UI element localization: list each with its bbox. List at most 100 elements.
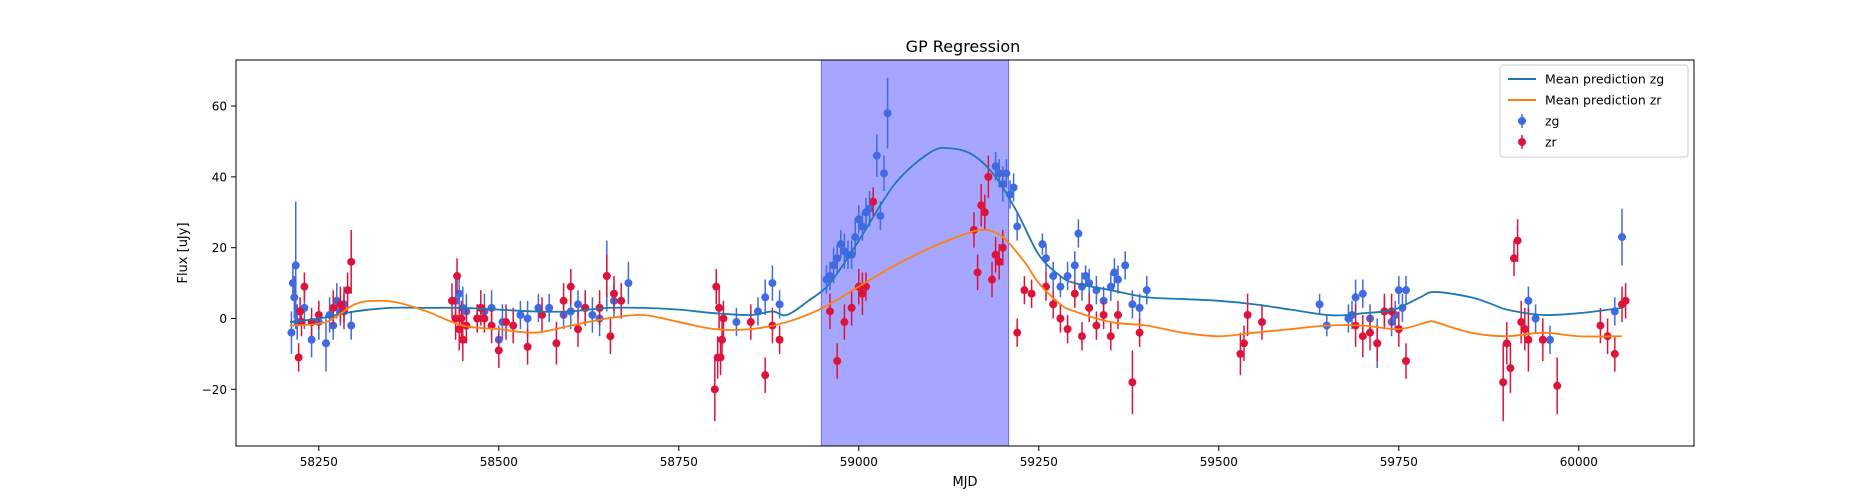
data-point-zg — [1106, 282, 1115, 291]
data-point-zr — [552, 339, 561, 348]
data-point-zg — [854, 215, 863, 224]
data-point-zr — [1049, 300, 1058, 309]
data-point-zr — [1510, 254, 1518, 263]
data-point-zr — [1236, 349, 1245, 358]
data-point-zr — [716, 353, 725, 362]
data-point-zr — [1366, 328, 1374, 337]
data-point-zr — [1258, 318, 1266, 327]
data-point-zr — [494, 346, 503, 355]
data-point-zr — [980, 208, 989, 217]
data-point-zg — [865, 204, 874, 213]
data-point-zr — [1538, 335, 1547, 344]
data-point-zg — [883, 109, 892, 118]
x-axis-label: MJD — [952, 475, 977, 490]
data-point-zr — [453, 272, 462, 281]
data-point-zg — [307, 335, 316, 344]
data-point-zg — [1110, 268, 1119, 277]
data-point-zr — [1243, 310, 1252, 319]
data-point-zr — [451, 314, 460, 323]
data-point-zr — [1114, 310, 1122, 319]
data-point-zr — [761, 371, 770, 380]
data-point-zg — [1009, 183, 1018, 192]
data-point-zg — [1531, 314, 1540, 323]
data-point-zr — [715, 303, 724, 312]
data-point-zg — [1358, 289, 1367, 298]
data-point-zr — [502, 318, 510, 327]
data-point-zg — [1070, 261, 1079, 270]
data-point-zg — [290, 293, 299, 302]
data-point-zr — [1013, 328, 1022, 337]
data-point-zr — [775, 335, 784, 344]
data-point-zg — [1524, 296, 1533, 305]
data-point-zr — [448, 296, 456, 305]
data-point-zr — [1506, 364, 1515, 373]
axis-ticks: 58250 58500 58750 59000 59250 59500 59750 60000… — [202, 100, 1598, 469]
legend-box — [1499, 64, 1689, 158]
data-point-zr — [1056, 314, 1065, 323]
data-point-zg — [995, 169, 1004, 178]
data-point-zr — [617, 296, 626, 305]
data-point-zg — [991, 162, 1000, 171]
y-tick-label: 60 — [212, 100, 227, 114]
data-point-zr — [1621, 296, 1630, 305]
data-point-zr — [523, 342, 532, 351]
data-point-zg — [1013, 222, 1022, 231]
data-point-zg — [1394, 286, 1403, 295]
data-point-zg — [291, 261, 300, 270]
data-point-zg — [1074, 229, 1083, 238]
data-point-zr — [458, 335, 467, 344]
data-point-zg — [1128, 300, 1137, 309]
data-point-zr — [746, 318, 755, 327]
legend-marker-swatch — [1518, 117, 1526, 125]
data-point-zr — [988, 275, 996, 284]
legend-entry: Mean prediction zg — [1508, 72, 1664, 87]
data-point-zr — [1092, 321, 1101, 330]
data-point-zg — [574, 300, 582, 309]
y-tick-label: 40 — [212, 170, 227, 184]
data-point-zr — [1085, 303, 1094, 312]
legend-entry: Mean prediction zr — [1508, 93, 1662, 108]
y-tick-label: −20 — [202, 383, 227, 397]
data-point-zg — [1121, 261, 1130, 270]
data-point-zr — [300, 282, 309, 291]
data-point-zg — [768, 279, 777, 288]
data-point-zg — [1135, 303, 1144, 312]
data-point-zr — [1596, 321, 1605, 330]
data-point-zr — [719, 314, 728, 323]
series-line-zg — [289, 146, 1623, 323]
data-point-zr — [869, 197, 878, 206]
data-point-zr — [998, 243, 1007, 252]
data-point-zg — [523, 314, 532, 323]
data-point-zg — [1081, 272, 1090, 281]
legend: Mean prediction zg Mean prediction zr zg zr — [1499, 64, 1689, 158]
data-point-zg — [836, 240, 845, 249]
x-tick-label: 59750 — [1380, 455, 1418, 469]
data-point-zg — [851, 233, 860, 242]
data-point-zr — [826, 307, 834, 316]
data-point-zg — [858, 222, 867, 231]
data-point-zr — [847, 303, 856, 312]
data-point-zr — [1027, 289, 1036, 298]
data-point-zr — [1020, 286, 1029, 295]
data-point-zr — [336, 300, 345, 309]
data-point-zr — [1099, 310, 1108, 319]
data-point-zr — [574, 325, 582, 334]
data-point-zr — [718, 335, 726, 344]
data-point-zr — [329, 303, 338, 312]
data-point-zr — [509, 321, 518, 330]
data-point-zg — [1351, 293, 1360, 302]
y-axis-label: Flux [uJy] — [176, 222, 191, 283]
data-point-zr — [294, 353, 303, 362]
data-point-zr — [480, 314, 489, 323]
data-point-zr — [1358, 332, 1367, 341]
plot-content — [287, 60, 1630, 446]
data-point-zr — [1402, 357, 1410, 366]
data-point-zr — [1063, 325, 1072, 334]
data-point-zg — [1038, 240, 1047, 249]
data-point-zg — [588, 310, 597, 319]
plot-frame — [235, 59, 1695, 447]
data-point-zg — [1063, 272, 1072, 281]
data-point-zg — [287, 328, 296, 337]
data-point-zr — [343, 286, 352, 295]
